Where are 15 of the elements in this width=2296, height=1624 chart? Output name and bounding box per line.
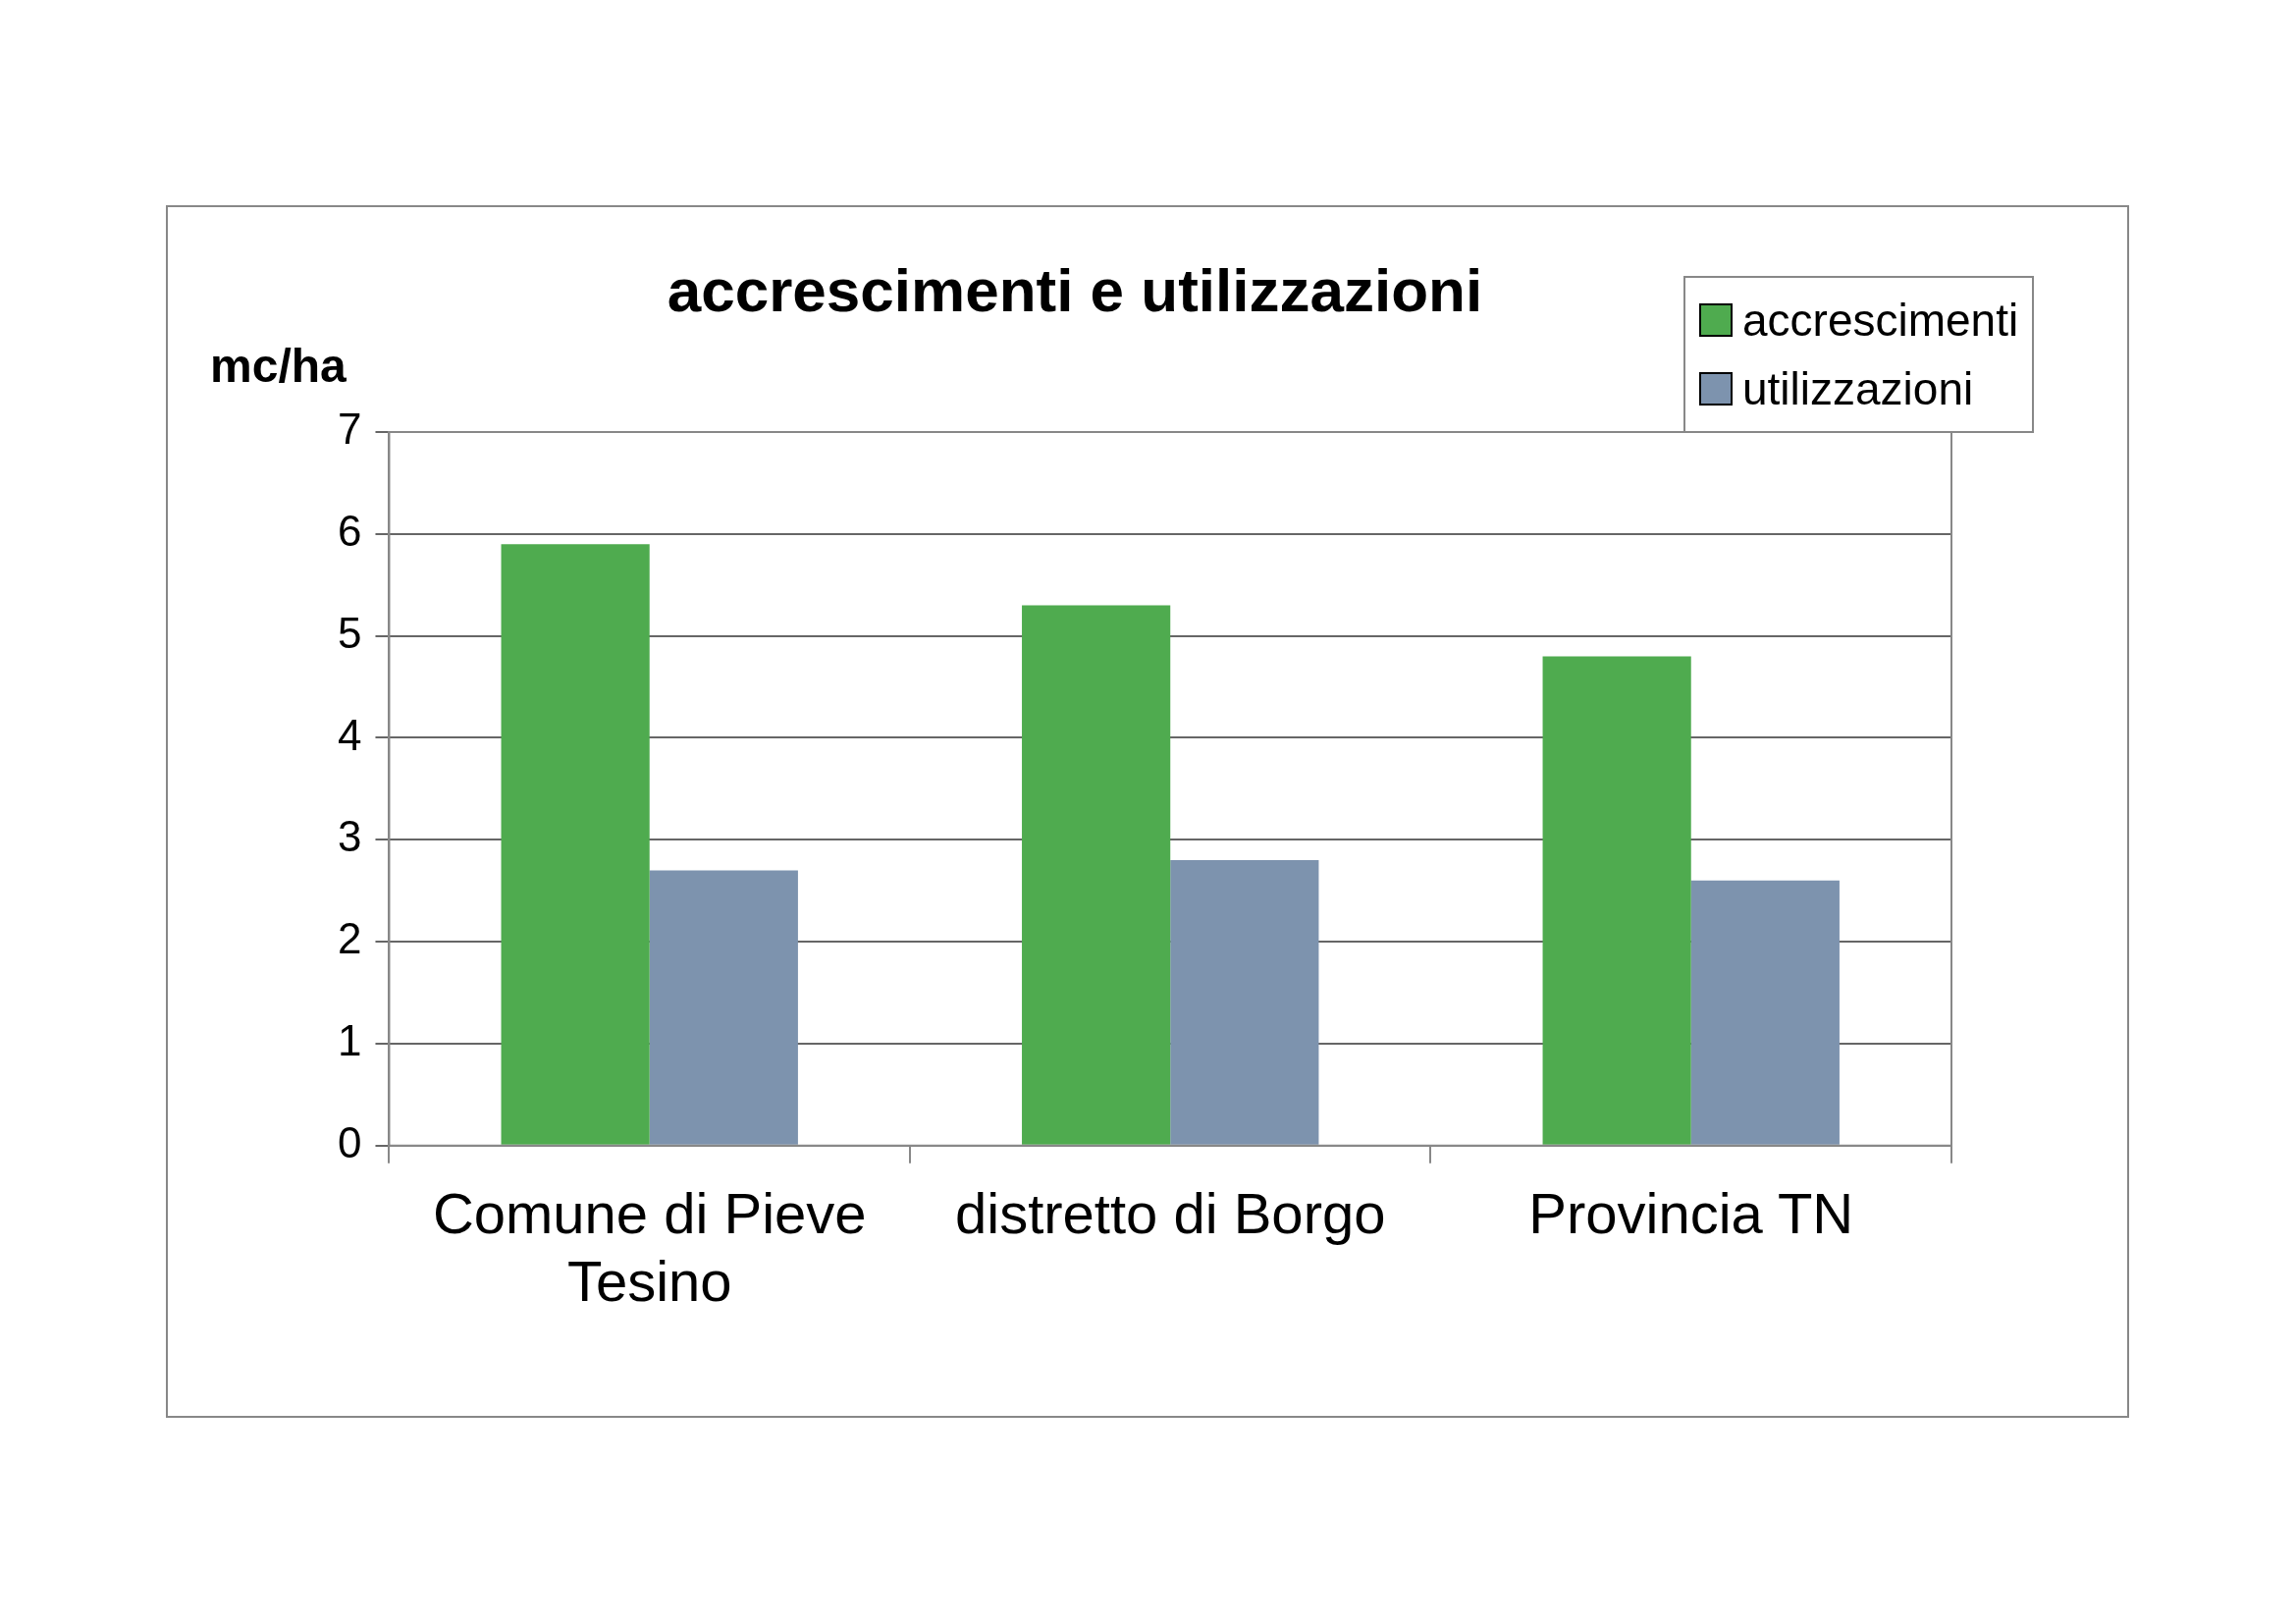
y-tick-label: 1 <box>337 1016 362 1065</box>
x-tick-label: Comune di Pieve Tesino <box>432 1180 867 1314</box>
y-tick-label: 4 <box>337 710 362 759</box>
y-tick-label: 3 <box>337 812 362 861</box>
x-tick-label: Provincia TN <box>1528 1180 1854 1245</box>
x-tick-label: distretto di Borgo <box>955 1180 1386 1245</box>
y-tick-label: 6 <box>337 506 362 555</box>
y-tick-label: 5 <box>337 608 362 657</box>
y-tick-label: 7 <box>337 405 362 454</box>
y-axis-title: mc/ha <box>210 339 347 393</box>
legend-label: utilizzazioni <box>1742 362 1974 416</box>
y-tick-label: 2 <box>337 914 362 963</box>
chart-title: accrescimenti e utilizzazioni <box>666 255 1484 325</box>
legend-label: accrescimenti <box>1742 294 2019 348</box>
y-tick-label: 0 <box>337 1117 362 1166</box>
